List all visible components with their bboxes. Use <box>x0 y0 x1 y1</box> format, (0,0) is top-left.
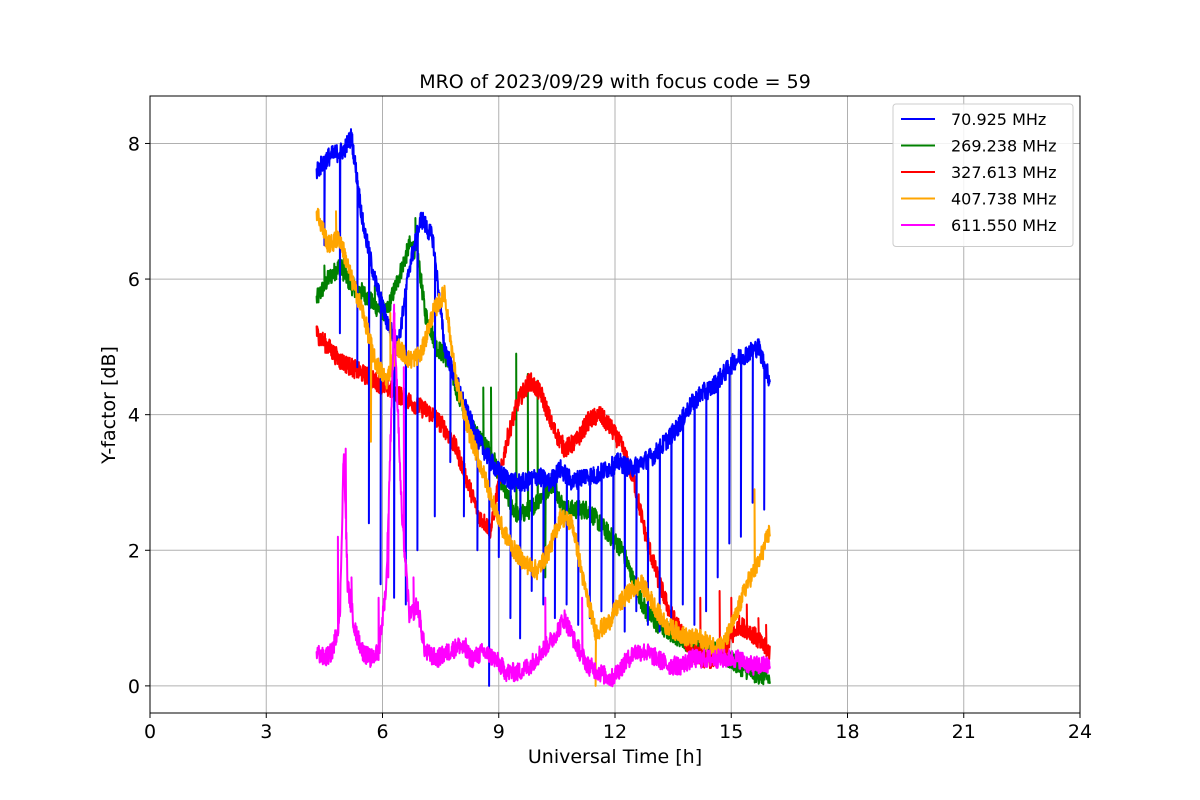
series-line-3 <box>315 207 771 687</box>
legend-box <box>892 103 1074 247</box>
x-tick-label: 24 <box>1068 721 1092 743</box>
x-tick-label: 15 <box>719 721 743 743</box>
y-tick-label: 2 <box>128 540 140 562</box>
legend-entry-label: 70.925 MHz <box>951 110 1046 129</box>
y-tick-label: 8 <box>128 133 140 155</box>
x-tick-label: 6 <box>376 721 388 743</box>
x-tick-label: 18 <box>835 721 859 743</box>
series-line-4 <box>315 303 771 688</box>
chart-title: MRO of 2023/09/29 with focus code = 59 <box>419 71 811 93</box>
x-tick-label: 9 <box>493 721 505 743</box>
legend-entry-label: 407.738 MHz <box>951 190 1056 209</box>
legend-entry-label: 611.550 MHz <box>951 216 1056 235</box>
x-tick-label: 12 <box>603 721 627 743</box>
x-tick-label: 3 <box>260 721 272 743</box>
y-axis-label: Y-factor [dB] <box>98 346 120 465</box>
y-tick-label: 0 <box>128 676 140 698</box>
series-layer <box>315 128 771 688</box>
legend: 70.925 MHz 269.238 MHz 327.613 MHz 407.738 … <box>892 103 1074 247</box>
x-axis-label: Universal Time [h] <box>528 746 702 768</box>
grid <box>149 96 1081 713</box>
y-tick-label: 6 <box>128 269 140 291</box>
x-tick-label: 21 <box>952 721 976 743</box>
x-tick-label: 0 <box>144 721 156 743</box>
legend-entry-label: 269.238 MHz <box>951 137 1056 156</box>
legend-entry-label: 327.613 MHz <box>951 163 1056 182</box>
y-tick-label: 4 <box>128 405 140 427</box>
